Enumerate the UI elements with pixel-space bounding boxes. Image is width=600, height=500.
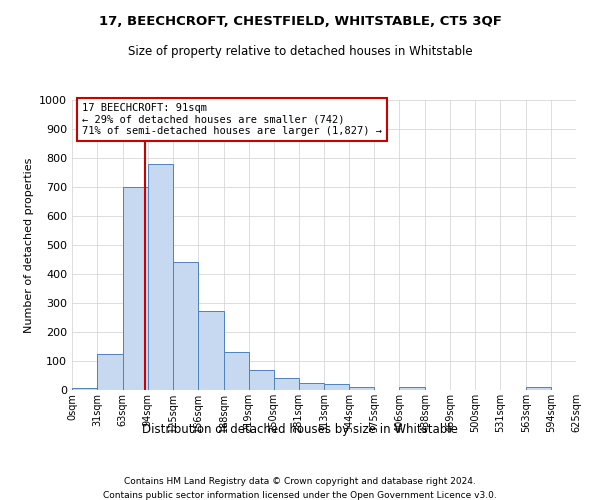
Bar — [325, 384, 349, 390]
Text: Size of property relative to detached houses in Whitstable: Size of property relative to detached ho… — [128, 45, 472, 58]
Bar — [224, 352, 248, 390]
Bar — [198, 311, 224, 390]
Bar — [123, 187, 148, 390]
Text: Distribution of detached houses by size in Whitstable: Distribution of detached houses by size … — [142, 422, 458, 436]
Bar — [349, 386, 374, 390]
Bar — [173, 262, 198, 390]
Bar — [400, 386, 425, 390]
Text: Contains public sector information licensed under the Open Government Licence v3: Contains public sector information licen… — [103, 491, 497, 500]
Text: Contains HM Land Registry data © Crown copyright and database right 2024.: Contains HM Land Registry data © Crown c… — [124, 478, 476, 486]
Bar — [526, 387, 551, 390]
Bar — [97, 354, 123, 390]
Bar — [248, 370, 274, 390]
Text: 17 BEECHCROFT: 91sqm
← 29% of detached houses are smaller (742)
71% of semi-deta: 17 BEECHCROFT: 91sqm ← 29% of detached h… — [82, 103, 382, 136]
Bar — [274, 378, 299, 390]
Bar — [148, 164, 173, 390]
Text: 17, BEECHCROFT, CHESTFIELD, WHITSTABLE, CT5 3QF: 17, BEECHCROFT, CHESTFIELD, WHITSTABLE, … — [98, 15, 502, 28]
Bar — [72, 388, 97, 390]
Bar — [299, 383, 325, 390]
Y-axis label: Number of detached properties: Number of detached properties — [23, 158, 34, 332]
